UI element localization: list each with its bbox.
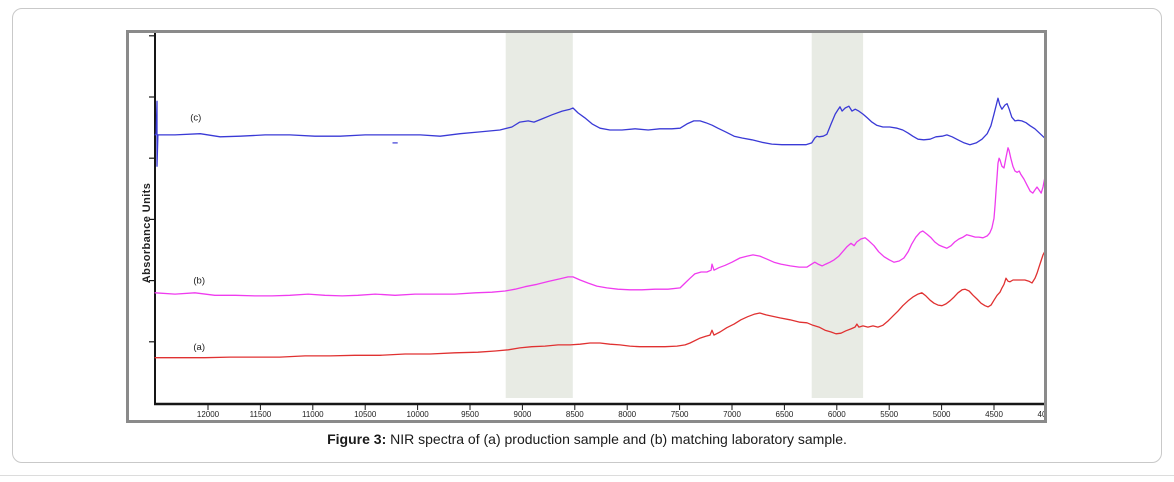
chart-panel: 12000 11500 11000 10500 10000 9500 9000 8500 800… bbox=[126, 30, 1047, 423]
y-axis-label: Absorbance Units bbox=[141, 182, 153, 284]
highlight-band bbox=[811, 33, 864, 398]
x-tick-label: 4500 bbox=[985, 410, 1003, 419]
curve-label-b: (b) bbox=[193, 276, 205, 287]
highlight-band bbox=[505, 33, 573, 398]
x-tick-label: 7000 bbox=[723, 410, 741, 419]
figure-caption-prefix: Figure 3: bbox=[327, 431, 387, 447]
x-tick-label: 12000 bbox=[197, 410, 220, 419]
figure-caption: Figure 3: NIR spectra of (a) production … bbox=[12, 431, 1162, 447]
x-tick-label: 8000 bbox=[618, 410, 636, 419]
figure-caption-text: NIR spectra of (a) production sample and… bbox=[386, 431, 847, 447]
x-tick-label: 9500 bbox=[461, 410, 479, 419]
x-tick-label: 9000 bbox=[514, 410, 532, 419]
spectrum-curve-b bbox=[154, 147, 1044, 297]
spectrum-curve-c bbox=[154, 97, 1044, 167]
x-tick-label: 11000 bbox=[302, 410, 324, 419]
x-tick-label: 11500 bbox=[250, 410, 272, 419]
x-tick-label: 5500 bbox=[880, 410, 898, 419]
curve-label-c: (c) bbox=[190, 112, 201, 123]
curve-label-a: (a) bbox=[193, 342, 205, 353]
x-tick-label: 8500 bbox=[566, 410, 584, 419]
x-tick-label: 10500 bbox=[354, 410, 377, 419]
spectrum-curve-a bbox=[154, 251, 1044, 359]
x-tick-label: 6500 bbox=[776, 410, 794, 419]
nir-spectra-chart: 12000 11500 11000 10500 10000 9500 9000 8500 800… bbox=[149, 33, 1044, 419]
x-tick-label: 10000 bbox=[406, 410, 429, 419]
x-tick-label: 6000 bbox=[828, 410, 846, 419]
x-tick-label: 5000 bbox=[933, 410, 951, 419]
x-tick-label: 7500 bbox=[671, 410, 689, 419]
x-tick-label: 4000 bbox=[1038, 410, 1044, 419]
page-divider bbox=[0, 475, 1174, 476]
